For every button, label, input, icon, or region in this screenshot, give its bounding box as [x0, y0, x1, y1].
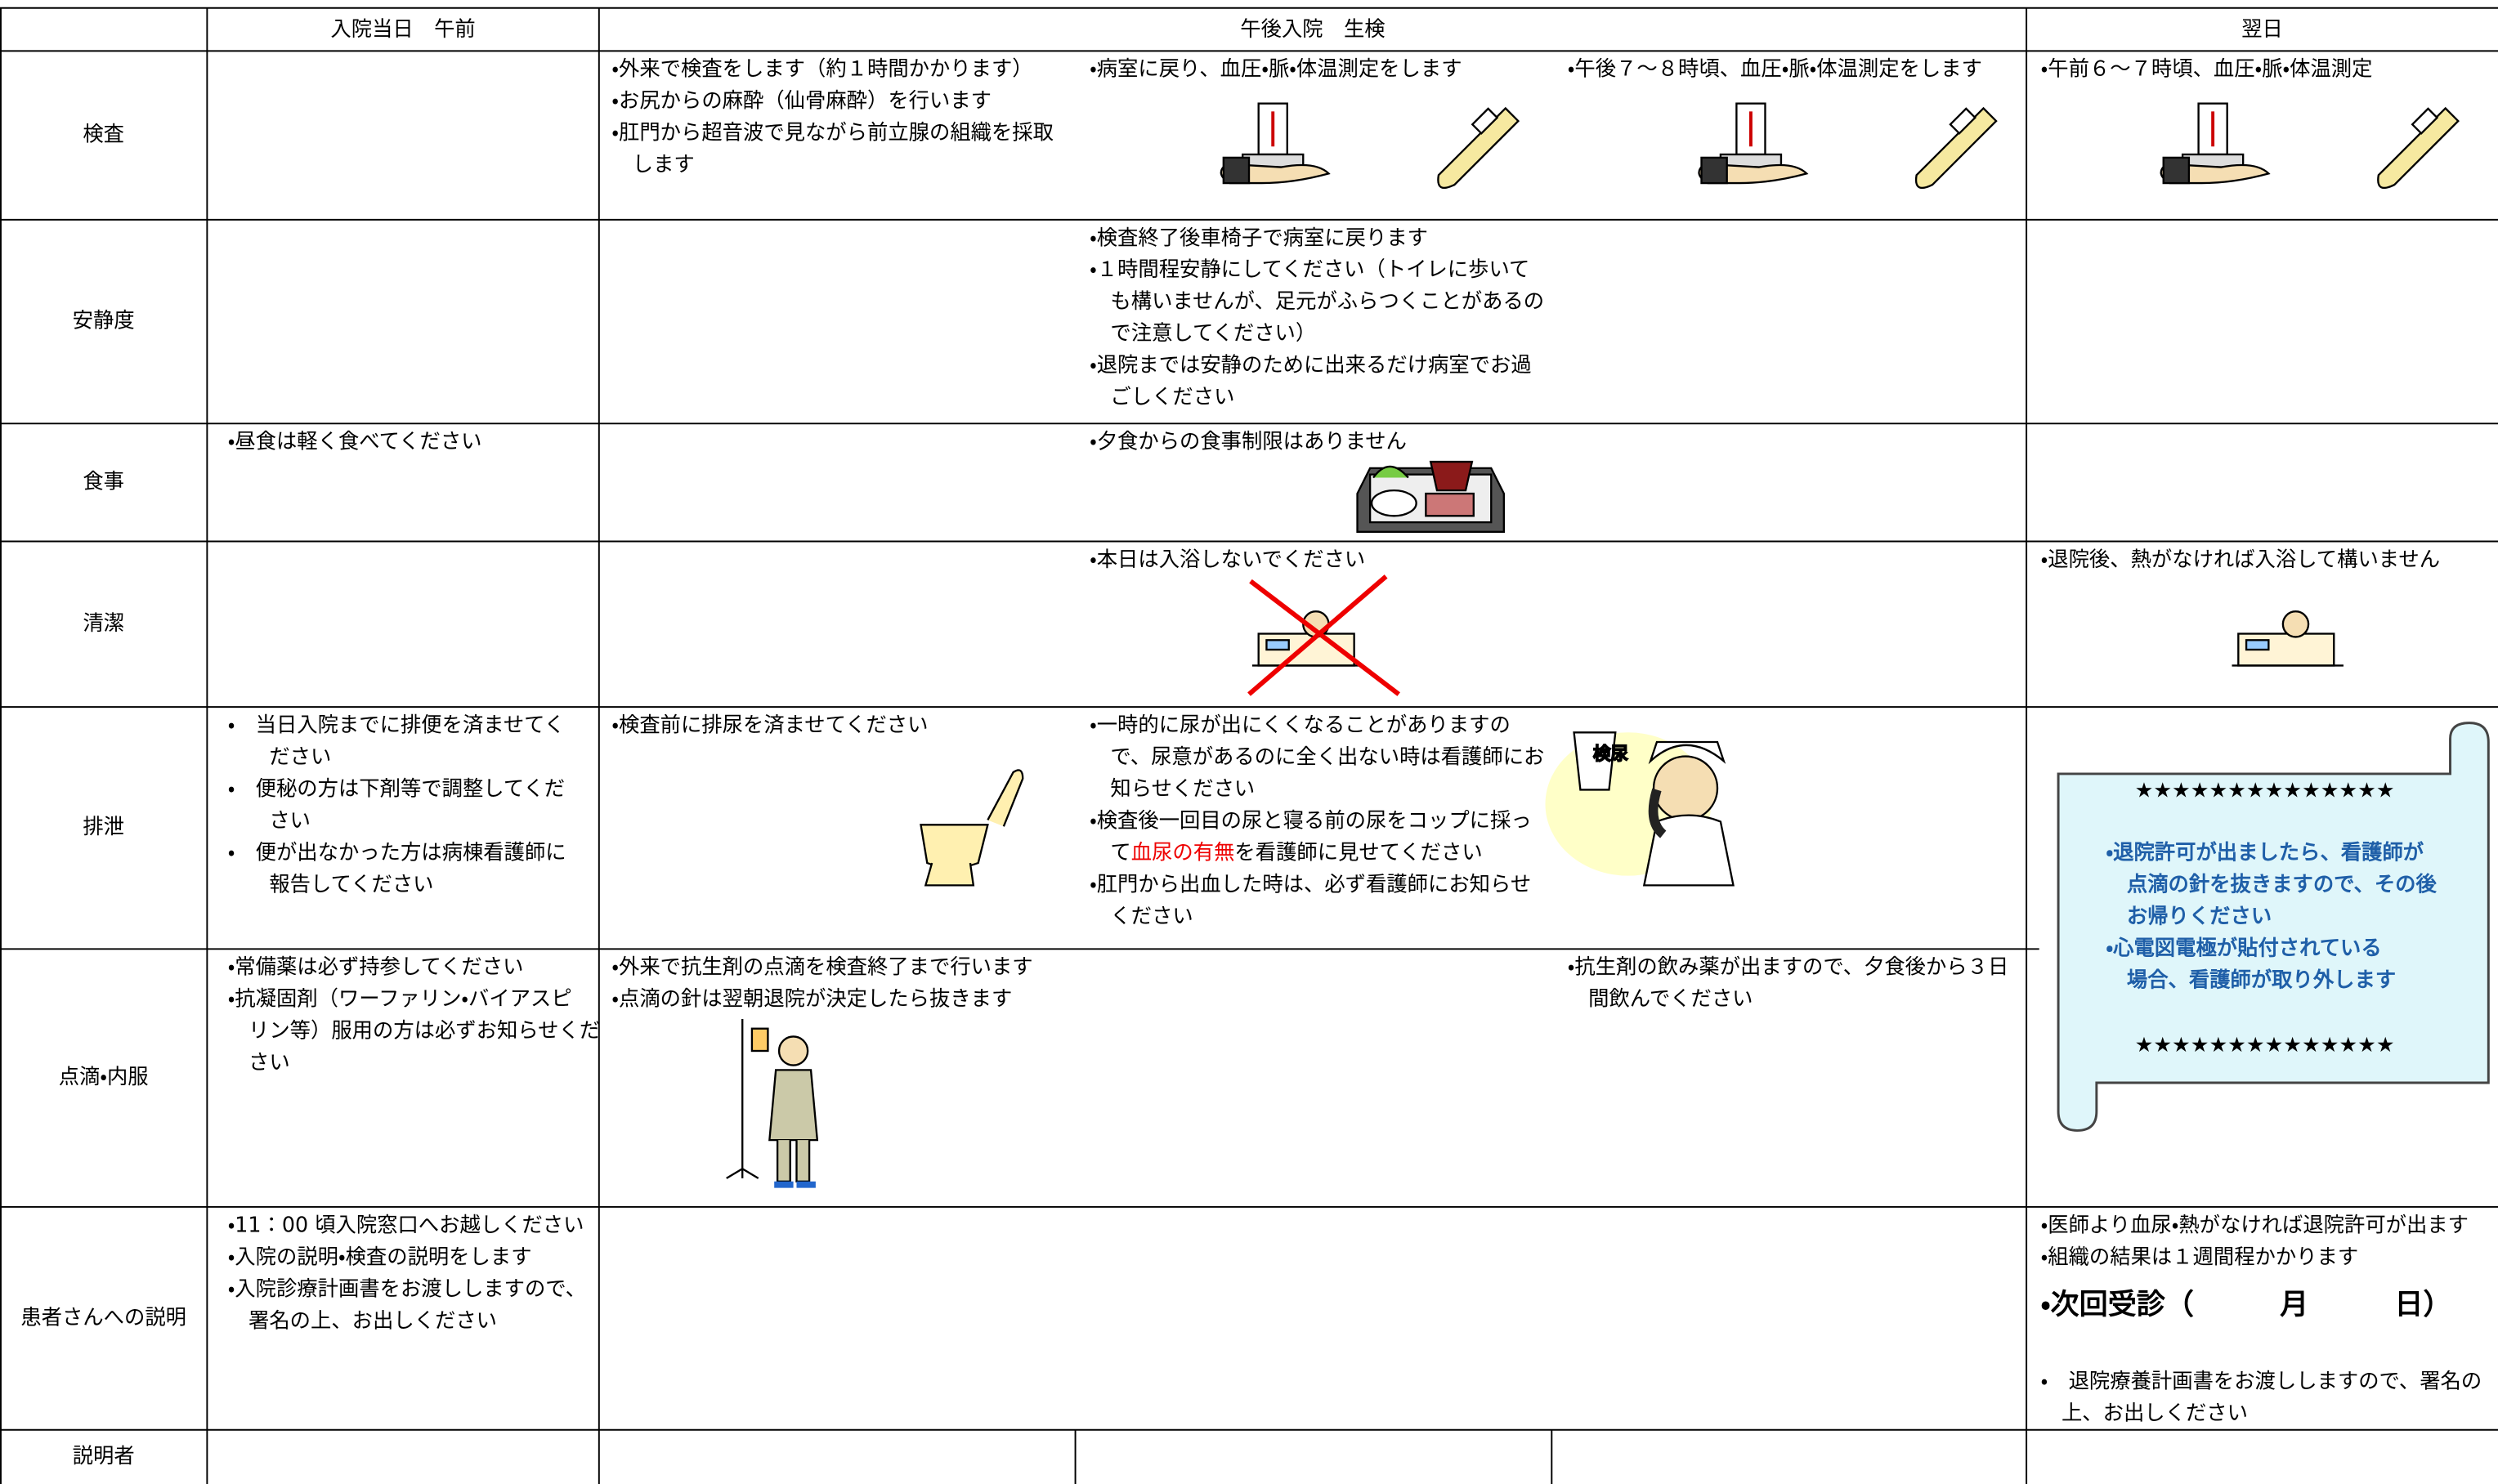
- cell-text: ・お尻からの麻酔（仙骨麻酔）を行います: [611, 88, 992, 113]
- notice-stars: ★★★★★★★★★★★★★★: [2135, 777, 2395, 802]
- cell-text: ください: [1090, 903, 1193, 928]
- cell-text: ・昼食は軽く食べてください: [228, 429, 482, 454]
- text-segment: 血尿の有無: [1131, 839, 1235, 864]
- cell-text: さい: [228, 1050, 290, 1075]
- column-header: 翌日: [2241, 16, 2283, 41]
- cell-text: 上、お出しください: [2041, 1400, 2248, 1424]
- cell-text: リン等）服用の方は必ずお知らせくだ: [228, 1018, 600, 1043]
- cell-text: ・午後７～８時頃、血圧・脈・体温測定をします: [1568, 56, 1982, 81]
- cell-text: ・抗凝固剤（ワーファリン・バイアスピ: [228, 986, 572, 1011]
- row-label: 安静度: [73, 308, 135, 333]
- cell-text: ・医師より血尿・熱がなければ退院許可が出ます: [2041, 1212, 2469, 1236]
- row-label: 排泄: [83, 814, 124, 838]
- notice-text: ・退院許可が出ましたら、看護師が: [2106, 839, 2424, 864]
- cell-text: ・組織の結果は１週間程かかります: [2041, 1244, 2359, 1268]
- cell-text: 署名の上、お出しください: [228, 1307, 497, 1332]
- cell-text: します: [611, 152, 694, 177]
- cell-text: ・退院後、熱がなければ入浴して構いません: [2041, 547, 2440, 571]
- row-label: 清潔: [83, 610, 124, 635]
- cell-text: ・外来で検査をします（約１時間かかります）: [611, 56, 1032, 81]
- cell-text: さい: [228, 807, 311, 832]
- cell-text: ・午前６～７時頃、血圧・脈・体温測定: [2041, 56, 2373, 81]
- cell-text: ・ 退院療養計画書をお渡ししますので、署名の: [2041, 1368, 2482, 1392]
- cell-text: ごしください: [1090, 384, 1234, 409]
- next-visit: ・次回受診（ 月 日）: [2041, 1288, 2452, 1321]
- text-segment: て: [1090, 839, 1131, 864]
- cell-text: 知らせください: [1090, 776, 1255, 800]
- cell-text: ・ 当日入院までに排便を済ませてく: [228, 713, 565, 737]
- cell-text: ・検査終了後車椅子で病室に戻ります: [1090, 225, 1428, 249]
- cell-text: ・病室に戻り、血圧・脈・体温測定をします: [1090, 56, 1462, 81]
- cell-text: ・11：00 頃入院窓口へお越しください: [228, 1212, 584, 1236]
- cell-text: ・肛門から出血した時は、必ず看護師にお知らせ: [1090, 871, 1531, 896]
- cell-text: も構いませんが、足元がふらつくことがあるの: [1090, 288, 1544, 313]
- cell-text: で注意してください）: [1090, 320, 1316, 345]
- cell-text: ・ 便が出なかった方は病棟看護師に: [228, 839, 566, 864]
- cell-text: で、尿意があるのに全く出ない時は看護師にお: [1090, 744, 1544, 768]
- cell-text: ・入院の説明・検査の説明をします: [228, 1244, 532, 1268]
- cell-text: ・常備薬は必ず持参してください: [228, 954, 524, 979]
- row-label: 患者さんへの説明: [20, 1304, 186, 1329]
- notice-text: お帰りください: [2106, 903, 2272, 928]
- cell-text: ・ 便秘の方は下剤等で調整してくだ: [228, 776, 565, 800]
- row-label: 説明者: [73, 1443, 135, 1468]
- row-label: 食事: [83, 468, 124, 493]
- cell-text: て血尿の有無を看護師に見せてください: [1090, 839, 1483, 864]
- row-label: 点滴・内服: [59, 1064, 149, 1088]
- notice-text: ・心電図電極が貼付されている: [2106, 935, 2382, 959]
- cell-text: ・検査後一回目の尿と寝る前の尿をコップに採っ: [1090, 807, 1532, 832]
- notice-text: 場合、看護師が取り外します: [2106, 967, 2397, 991]
- notice-stars: ★★★★★★★★★★★★★★: [2135, 1032, 2395, 1057]
- cell-text: 報告してください: [228, 871, 434, 896]
- cell-text: 間飲んでください: [1568, 986, 1753, 1011]
- cell-text: ・点滴の針は翌朝退院が決定したら抜きます: [611, 986, 1012, 1011]
- grid: [0, 7, 2498, 1484]
- illustrations: 検尿: [726, 101, 2490, 1188]
- row-label: 検査: [83, 122, 124, 146]
- cell-text: ・１時間程安静にしてください（トイレに歩いて: [1090, 257, 1529, 281]
- text-segment: を看護師に見せてください: [1234, 839, 1482, 864]
- cell-text: ・抗生剤の飲み薬が出ますので、夕食後から３日: [1568, 954, 2009, 979]
- cell-text: ・退院までは安静のために出来るだけ病室でお過: [1090, 352, 1532, 377]
- cell-text: ・検査前に排尿を済ませてください: [611, 713, 928, 737]
- notice-text: 点滴の針を抜きますので、その後: [2106, 871, 2438, 896]
- cup-label: 検尿: [1593, 744, 1628, 765]
- cell-text: ・夕食からの食事制限はありません: [1090, 429, 1407, 454]
- cell-text: ・一時的に尿が出にくくなることがありますの: [1090, 713, 1511, 737]
- cell-text: ださい: [228, 744, 332, 768]
- cell-text: ・入院診療計画書をお渡ししますので、: [228, 1276, 586, 1300]
- cell-text: ・肛門から超音波で見ながら前立腺の組織を採取: [611, 120, 1054, 145]
- column-header: 入院当日 午前: [330, 16, 475, 41]
- cell-text: ・本日は入浴しないでください: [1090, 547, 1365, 571]
- cell-text: ・外来で抗生剤の点滴を検査終了まで行います: [611, 954, 1032, 979]
- column-header: 午後入院 生検: [1240, 16, 1385, 41]
